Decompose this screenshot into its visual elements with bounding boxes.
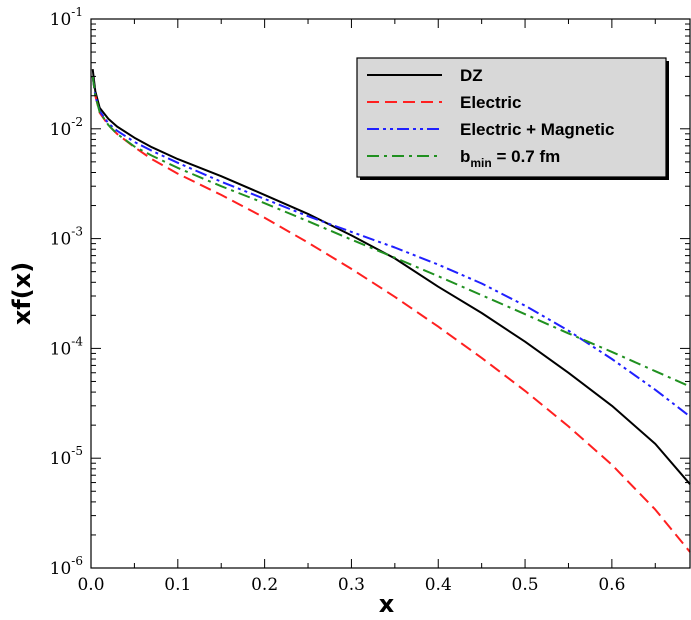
series-line-3 [91, 76, 691, 388]
legend-label: DZ [460, 66, 483, 85]
legend-box [356, 57, 667, 178]
x-tick-label: 0.1 [164, 575, 191, 595]
series-line-2 [91, 76, 691, 418]
y-tick-label: 10-2 [50, 115, 83, 140]
x-tick-label: 0.5 [512, 575, 539, 595]
y-tick-label: 10-3 [50, 225, 83, 250]
series-line-0 [91, 68, 691, 485]
x-axis-title: x [379, 590, 395, 618]
x-tick-label: 0.6 [598, 575, 625, 595]
x-tick-label: 0.3 [338, 575, 365, 595]
x-tick-label: 0.4 [425, 575, 452, 595]
x-tick-label: 0.2 [251, 575, 278, 595]
series-layer [91, 68, 691, 553]
x-tick-label: 0.0 [77, 575, 104, 595]
y-tick-label: 10-6 [50, 554, 83, 579]
y-tick-label: 10-1 [50, 5, 83, 30]
axes: 0.0 0.1 0.2 0.3 0.4 0.5 0.6 10-6 10-5 10-4 10-3 10-… [8, 5, 691, 618]
legend-label: bmin = 0.7 fm [460, 147, 560, 170]
y-tick-label: 10-4 [50, 334, 84, 359]
legend: DZ Electric Electric + Magnetic bmin = 0.7 … [356, 57, 669, 180]
legend-label: Electric + Magnetic [460, 120, 614, 139]
plot-frame [90, 18, 691, 569]
legend-label: Electric [460, 93, 521, 112]
y-tick-label: 10-5 [50, 444, 83, 469]
y-axis-title: xf(x) [8, 262, 36, 325]
